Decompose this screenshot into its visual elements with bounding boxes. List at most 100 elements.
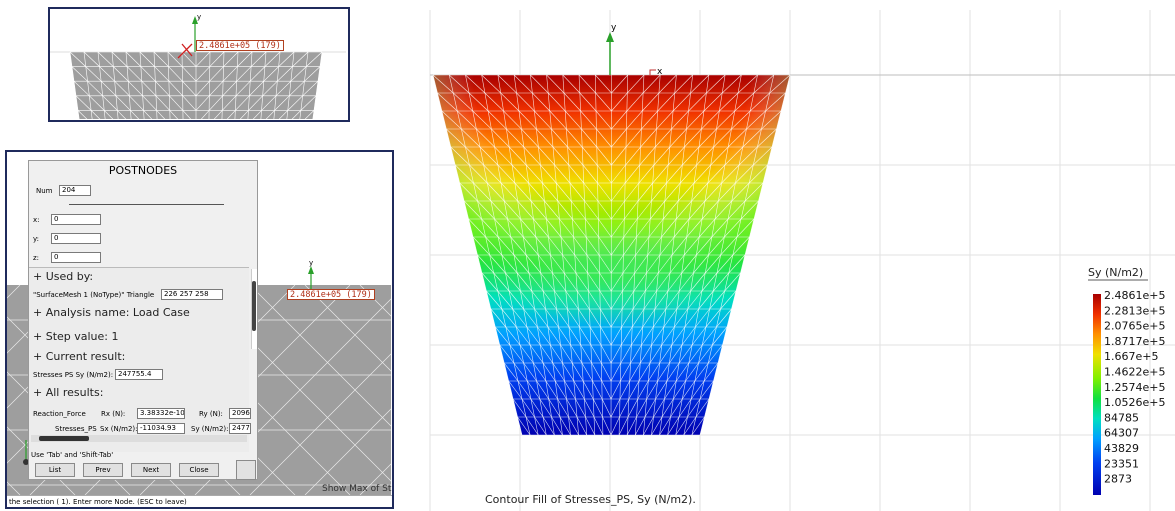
mesh-edge bbox=[90, 110, 101, 119]
legend-value: 23351 bbox=[1104, 457, 1139, 470]
mesh-edge bbox=[441, 110, 462, 130]
analysis-name: + Analysis name: Load Case bbox=[33, 306, 190, 319]
field-input[interactable]: 0 bbox=[51, 252, 101, 263]
mesh-edge bbox=[536, 128, 554, 148]
mesh-edge bbox=[260, 51, 267, 119]
mesh-edge bbox=[237, 51, 253, 67]
mesh-edge bbox=[744, 182, 764, 202]
mesh-edge bbox=[602, 416, 612, 436]
mesh-edge bbox=[83, 51, 93, 119]
current-input[interactable]: 247755.4 bbox=[115, 369, 163, 380]
y-arrow-head bbox=[606, 32, 614, 42]
mesh-edge bbox=[302, 80, 319, 97]
mesh-edge bbox=[117, 110, 127, 119]
field-input[interactable]: 0 bbox=[51, 214, 101, 225]
legend-colorbar bbox=[1093, 294, 1101, 495]
mesh-edge bbox=[312, 51, 323, 119]
v-scrollbar[interactable] bbox=[251, 269, 257, 349]
all-results: + All results: bbox=[33, 386, 104, 399]
mesh-edge bbox=[542, 362, 556, 382]
mesh-edge bbox=[153, 51, 169, 67]
mesh-edge bbox=[671, 326, 686, 346]
mesh-edge bbox=[661, 326, 675, 346]
mesh-edge bbox=[554, 380, 567, 400]
h-scrollbar[interactable] bbox=[31, 435, 247, 442]
mesh-edge bbox=[644, 398, 656, 418]
mesh-edge bbox=[599, 308, 612, 328]
dialog-button[interactable]: List bbox=[35, 463, 75, 477]
mesh-edge bbox=[630, 344, 642, 364]
dialog-button[interactable]: Prev bbox=[83, 463, 123, 477]
mesh-edge bbox=[678, 398, 692, 418]
mesh-edge bbox=[591, 362, 603, 382]
mesh-edge bbox=[677, 182, 695, 202]
mesh-edge bbox=[533, 218, 549, 238]
axis-y-label: y bbox=[611, 23, 617, 33]
mesh-edge bbox=[665, 290, 680, 310]
mesh-edge bbox=[539, 398, 552, 418]
mesh-edge bbox=[263, 66, 279, 82]
used-by-input[interactable]: 226 257 258 bbox=[161, 289, 223, 300]
mesh-edge bbox=[540, 272, 555, 292]
num-input[interactable]: 204 bbox=[59, 185, 91, 196]
mesh-edge bbox=[711, 218, 729, 238]
mesh-edge bbox=[669, 128, 687, 148]
mesh-edge bbox=[713, 128, 732, 148]
mesh-edge bbox=[250, 51, 267, 67]
mesh-edge bbox=[632, 290, 646, 310]
mesh-edge bbox=[501, 308, 517, 328]
options-button[interactable] bbox=[236, 460, 256, 480]
mesh-edge bbox=[505, 272, 521, 292]
mesh-edge bbox=[523, 146, 541, 166]
mesh-edge bbox=[548, 236, 563, 256]
mesh-edge bbox=[484, 92, 504, 112]
mesh-edge bbox=[71, 66, 88, 82]
mesh-edge bbox=[565, 290, 579, 310]
row-a-input[interactable]: -11034.93 bbox=[137, 423, 185, 434]
mesh-edge bbox=[517, 380, 532, 400]
mesh-edge bbox=[274, 95, 290, 111]
mesh-edge bbox=[721, 164, 740, 184]
results-area: + Used by: "SurfaceMesh 1 (NoType)" Tria… bbox=[29, 267, 251, 452]
dialog-button[interactable]: Next bbox=[131, 463, 171, 477]
mesh-edge bbox=[571, 362, 584, 382]
legend-value: 1.667e+5 bbox=[1104, 350, 1158, 363]
mesh-edge bbox=[690, 74, 710, 94]
mesh-edge bbox=[599, 272, 612, 292]
mesh-edge bbox=[506, 128, 525, 148]
mesh-edge bbox=[727, 128, 747, 148]
mesh-edge bbox=[503, 362, 519, 382]
mesh-edge bbox=[720, 236, 738, 256]
mesh-edge bbox=[673, 218, 690, 238]
mesh-edge bbox=[461, 128, 481, 148]
mesh-edge bbox=[494, 218, 511, 238]
mesh-edge bbox=[651, 416, 663, 436]
mesh-edge bbox=[640, 344, 652, 364]
mesh-edge bbox=[500, 182, 518, 202]
mesh-edge bbox=[679, 272, 694, 292]
mesh-edge bbox=[623, 236, 637, 256]
row-b-input[interactable]: 24775 bbox=[229, 423, 251, 434]
mesh-edge bbox=[517, 200, 534, 220]
mesh-edge bbox=[523, 236, 539, 256]
mesh-edge bbox=[527, 380, 541, 400]
mesh-edge bbox=[525, 254, 541, 274]
mesh-edge bbox=[644, 272, 659, 292]
mesh-edge bbox=[182, 95, 197, 111]
mesh-edge bbox=[688, 92, 707, 112]
dialog-button[interactable]: Close bbox=[179, 463, 219, 477]
field-input[interactable]: 0 bbox=[51, 233, 101, 244]
mesh-edge bbox=[610, 344, 622, 364]
mesh-edge bbox=[674, 74, 693, 94]
mesh-edge bbox=[562, 74, 581, 94]
row-b-input[interactable]: 2096.7 bbox=[229, 408, 251, 419]
mesh-edge bbox=[588, 290, 601, 310]
mesh-edge bbox=[264, 51, 281, 67]
row-a-input[interactable]: 3.38332e-10 bbox=[137, 408, 185, 419]
mesh-edge bbox=[610, 290, 623, 310]
mesh-edge bbox=[564, 380, 576, 400]
mesh-edge bbox=[463, 200, 482, 220]
mesh-edge bbox=[546, 218, 562, 238]
legend-value: 43829 bbox=[1104, 442, 1139, 455]
x-axis-arrow bbox=[649, 69, 656, 75]
